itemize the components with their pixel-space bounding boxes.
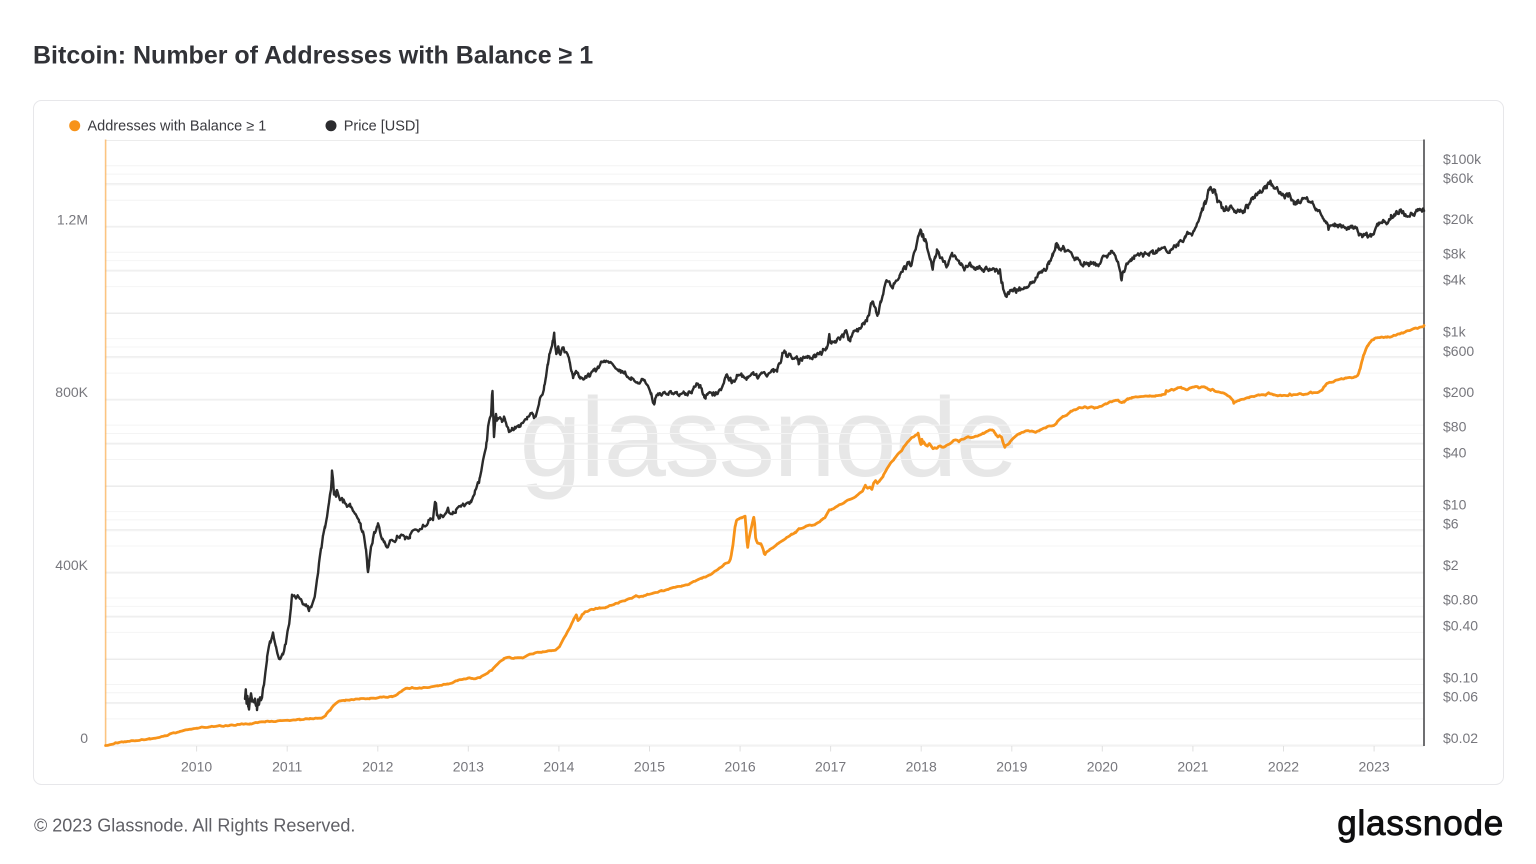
- svg-text:2022: 2022: [1268, 759, 1299, 775]
- svg-text:2015: 2015: [634, 759, 665, 775]
- svg-text:400K: 400K: [55, 557, 88, 573]
- svg-text:Bitcoin: Number of Addresses w: Bitcoin: Number of Addresses with Balanc…: [33, 42, 593, 70]
- svg-text:$1k: $1k: [1443, 324, 1467, 340]
- svg-text:$20k: $20k: [1443, 211, 1474, 227]
- svg-text:2020: 2020: [1087, 759, 1118, 775]
- svg-text:$100k: $100k: [1443, 151, 1482, 167]
- svg-text:$80: $80: [1443, 419, 1467, 435]
- svg-text:$600: $600: [1443, 343, 1474, 359]
- svg-text:$0.80: $0.80: [1443, 591, 1478, 607]
- svg-text:Price [USD]: Price [USD]: [344, 119, 420, 135]
- svg-text:2017: 2017: [815, 759, 846, 775]
- svg-text:$0.10: $0.10: [1443, 670, 1478, 686]
- svg-text:0: 0: [80, 730, 88, 746]
- svg-text:2016: 2016: [725, 759, 756, 775]
- svg-text:glassnode: glassnode: [1337, 804, 1504, 843]
- svg-text:2014: 2014: [543, 759, 574, 775]
- svg-text:$200: $200: [1443, 384, 1474, 400]
- svg-text:1.2M: 1.2M: [57, 212, 88, 228]
- svg-text:$6: $6: [1443, 516, 1459, 532]
- svg-text:$0.02: $0.02: [1443, 730, 1478, 746]
- svg-text:$8k: $8k: [1443, 246, 1467, 262]
- svg-text:800K: 800K: [55, 384, 88, 400]
- svg-text:$0.40: $0.40: [1443, 617, 1478, 633]
- svg-text:$40: $40: [1443, 445, 1467, 461]
- svg-text:2013: 2013: [453, 759, 484, 775]
- svg-text:$0.06: $0.06: [1443, 689, 1478, 705]
- svg-text:2018: 2018: [906, 759, 937, 775]
- svg-text:2021: 2021: [1177, 759, 1208, 775]
- svg-text:© 2023 Glassnode. All Rights R: © 2023 Glassnode. All Rights Reserved.: [34, 816, 355, 836]
- svg-text:$60k: $60k: [1443, 170, 1474, 186]
- svg-text:2023: 2023: [1359, 759, 1390, 775]
- svg-text:Addresses with Balance ≥ 1: Addresses with Balance ≥ 1: [88, 119, 267, 135]
- svg-text:$10: $10: [1443, 497, 1467, 513]
- svg-text:glassnode: glassnode: [519, 375, 1016, 500]
- svg-text:2011: 2011: [272, 759, 302, 775]
- svg-text:2012: 2012: [362, 759, 393, 775]
- svg-text:$2: $2: [1443, 557, 1459, 573]
- svg-text:2010: 2010: [181, 759, 212, 775]
- svg-text:2019: 2019: [996, 759, 1027, 775]
- svg-text:$4k: $4k: [1443, 272, 1467, 288]
